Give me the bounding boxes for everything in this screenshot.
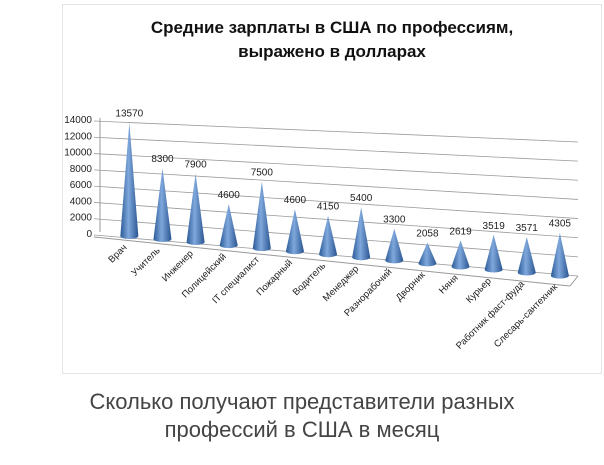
data-label: 2619 — [449, 226, 472, 237]
x-tick-label: Водитель — [291, 261, 328, 298]
x-tick-label: Инженер — [160, 248, 196, 284]
cone-chart: 0 2000 4000 6000 8000 10000 12000 14000 13570 Вра… — [64, 109, 579, 352]
cone-bar — [418, 242, 437, 267]
x-tick-label: Врач — [106, 242, 129, 265]
cone-bar — [484, 234, 503, 273]
cone-bar — [153, 168, 172, 243]
data-label: 7500 — [251, 168, 274, 179]
cone-bar — [319, 215, 338, 258]
caption: Сколько получают представители разных пр… — [0, 388, 604, 444]
floor-edge — [569, 275, 579, 287]
x-tick-label: Работник фаст-фуда — [454, 278, 527, 351]
y-tick-label: 0 — [86, 229, 92, 240]
gridline — [93, 136, 579, 162]
y-tick-label: 4000 — [70, 196, 93, 207]
y-tick-label: 12000 — [64, 131, 92, 142]
gridline — [93, 202, 579, 239]
cone-bar — [186, 173, 205, 246]
data-label: 3519 — [483, 221, 506, 232]
data-label: 4600 — [218, 190, 241, 201]
chart-title-line-1: Средние зарплаты в США по профессиям, — [150, 18, 514, 37]
cone-bar — [219, 203, 238, 249]
caption-line-1: Сколько получают представители разных — [89, 389, 515, 414]
data-label: 3300 — [383, 215, 406, 226]
x-tick-label: Слесарь-сантехник — [492, 281, 561, 350]
x-tick-label: Няня — [437, 273, 461, 297]
cone-bar — [252, 181, 271, 252]
data-label: 4600 — [284, 195, 307, 206]
cone-bar — [285, 209, 304, 255]
data-label: 13570 — [115, 109, 143, 120]
y-tick-label: 10000 — [64, 148, 92, 159]
data-label: 4305 — [549, 219, 572, 230]
gridline — [93, 153, 579, 181]
data-label: 8300 — [151, 154, 174, 165]
data-label: 5400 — [350, 193, 373, 204]
x-tick-label: Дворник — [394, 269, 428, 303]
x-tick-label: Курьер — [464, 276, 494, 306]
data-label: 4150 — [317, 202, 340, 213]
chart-title: Средние зарплаты в США по профессиям, вы… — [62, 16, 602, 64]
cone-bar — [120, 122, 139, 239]
chart-title-line-2: выражено в долларах — [238, 42, 426, 61]
x-tick-label: Учитель — [129, 245, 162, 278]
gridline — [93, 185, 579, 219]
chart-frame — [62, 4, 602, 374]
x-tick-label: Пожарный — [255, 258, 296, 299]
cone-bar — [550, 232, 569, 279]
cone-bar — [451, 240, 470, 270]
y-tick-label: 6000 — [70, 180, 93, 191]
caption-line-2: профессий в США в месяц — [164, 417, 440, 442]
x-axis — [93, 236, 571, 287]
y-tick-label: 14000 — [64, 115, 92, 126]
y-tick-label: 2000 — [70, 213, 93, 224]
data-label: 7900 — [184, 160, 207, 171]
gridline — [93, 120, 579, 143]
cone-bar — [517, 236, 536, 276]
cone-bar — [352, 207, 371, 261]
data-label: 3571 — [516, 223, 539, 234]
y-tick-label: 8000 — [70, 164, 93, 175]
data-label: 2058 — [416, 229, 439, 240]
gridline — [93, 169, 579, 200]
cone-bar — [385, 228, 404, 264]
